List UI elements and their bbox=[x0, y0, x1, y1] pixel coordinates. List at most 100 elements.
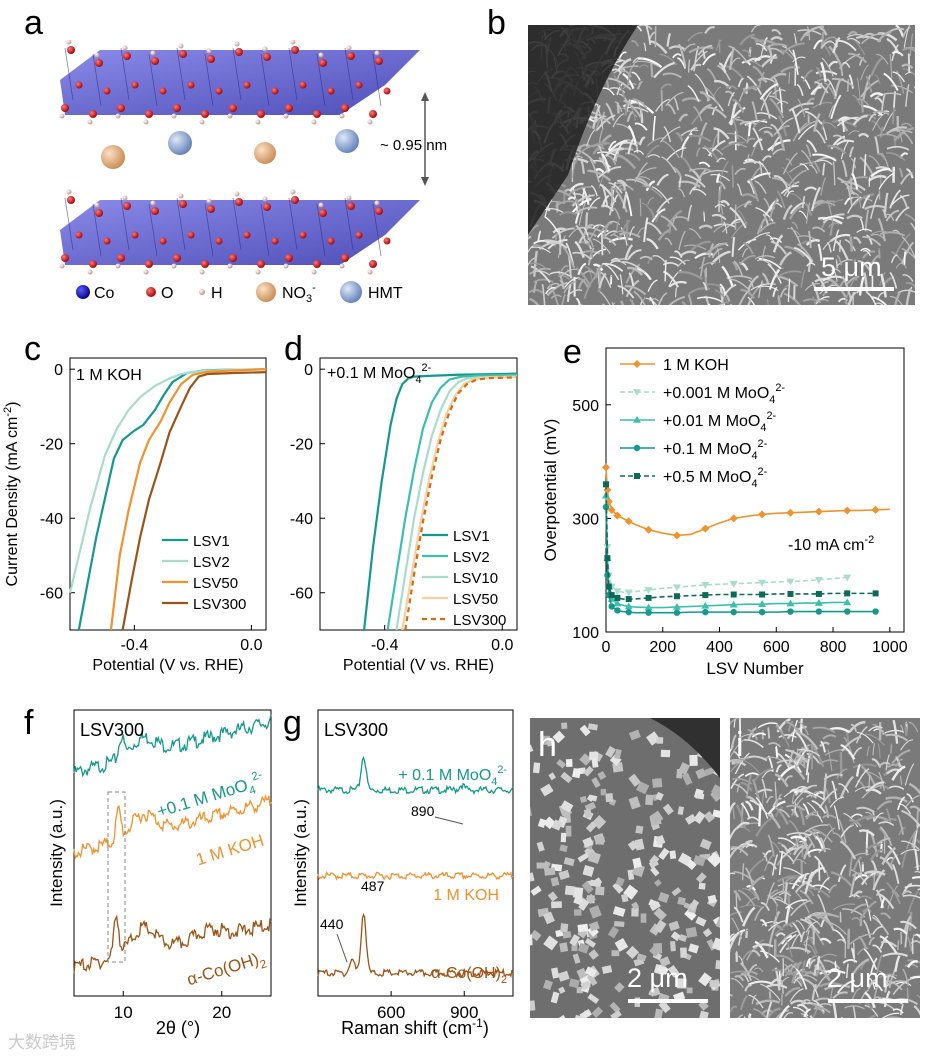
sem-particle bbox=[530, 885, 542, 896]
sem-flake bbox=[634, 60, 660, 67]
sem-flake bbox=[872, 944, 883, 953]
sem-flake bbox=[811, 799, 827, 814]
sem-flake bbox=[528, 289, 544, 294]
sem-flake bbox=[795, 920, 805, 931]
sem-flake bbox=[900, 849, 919, 855]
sem-flake bbox=[852, 114, 868, 126]
sem-flake bbox=[704, 26, 716, 34]
sem-flake bbox=[613, 207, 621, 220]
sem-flake bbox=[804, 824, 829, 833]
sem-flake bbox=[917, 888, 920, 891]
sem-flake bbox=[631, 71, 641, 81]
sem-flake bbox=[792, 1006, 809, 1017]
sem-flake bbox=[546, 281, 568, 297]
sem-flake bbox=[789, 899, 812, 917]
sem-flake bbox=[755, 817, 772, 837]
sem-flake bbox=[659, 53, 678, 66]
sem-flake bbox=[730, 57, 741, 66]
sem-particle bbox=[572, 886, 584, 899]
oxygen-atom-icon bbox=[146, 287, 156, 297]
sem-flake bbox=[857, 132, 870, 138]
sem-flake bbox=[800, 269, 806, 288]
marker bbox=[624, 602, 633, 610]
sem-flake bbox=[783, 292, 801, 305]
sem-flake bbox=[895, 756, 902, 768]
sem-particle bbox=[530, 929, 542, 942]
sem-flake bbox=[615, 189, 628, 213]
sem-flake bbox=[745, 137, 756, 144]
sem-particle bbox=[652, 778, 663, 788]
sem-flake bbox=[731, 165, 734, 188]
oxygen-atom bbox=[355, 231, 363, 239]
sem-flake bbox=[809, 164, 818, 174]
sem-particle bbox=[631, 901, 640, 910]
marker bbox=[730, 608, 737, 616]
sem-flake bbox=[836, 139, 855, 146]
sem-flake bbox=[800, 918, 821, 934]
sem-flake bbox=[627, 138, 635, 155]
sem-flake bbox=[913, 933, 920, 937]
sem-particle bbox=[607, 926, 620, 939]
sem-flake bbox=[660, 215, 678, 231]
sem-flake bbox=[911, 876, 920, 880]
sem-flake bbox=[881, 1012, 900, 1018]
hydrogen-atom-icon bbox=[199, 289, 205, 295]
y-tick-label: -60 bbox=[40, 586, 63, 603]
sem-flake bbox=[567, 186, 592, 196]
oxygen-atom bbox=[257, 260, 265, 268]
oxygen-atom bbox=[235, 48, 243, 56]
sem-flake bbox=[829, 278, 847, 298]
y-axis-label: Current Density (mA cm-2) bbox=[2, 402, 21, 587]
sem-flake bbox=[697, 121, 708, 145]
sem-flake bbox=[879, 126, 884, 138]
sem-flake bbox=[833, 903, 856, 911]
hydrogen-atom bbox=[367, 269, 373, 275]
sem-flake bbox=[812, 296, 817, 305]
panel-label-h: h bbox=[538, 726, 557, 764]
sem-flake bbox=[660, 83, 672, 90]
sem-flake bbox=[789, 962, 797, 974]
sem-flake bbox=[840, 1016, 843, 1018]
sem-flake bbox=[895, 233, 911, 255]
sem-flake bbox=[790, 835, 807, 842]
sem-flake bbox=[590, 185, 598, 197]
sem-flake bbox=[774, 773, 789, 788]
sem-flake bbox=[742, 906, 756, 927]
x-tick-label: 20 bbox=[212, 1003, 231, 1022]
marker bbox=[608, 592, 615, 599]
sem-flake bbox=[855, 763, 862, 777]
sem-flake bbox=[768, 197, 779, 222]
sem-flake bbox=[811, 828, 833, 843]
sem-flake bbox=[757, 77, 768, 84]
sem-flake bbox=[877, 31, 892, 43]
sem-flake bbox=[860, 247, 871, 253]
oxygen-atom bbox=[271, 237, 279, 245]
sem-flake bbox=[625, 152, 641, 162]
hydrogen-atom bbox=[178, 193, 184, 199]
sem-flake bbox=[839, 775, 855, 799]
plot-frame bbox=[317, 709, 514, 997]
sem-particle bbox=[671, 887, 682, 897]
sem-flake bbox=[904, 884, 920, 889]
sem-flake bbox=[889, 53, 893, 79]
sem-flake bbox=[680, 250, 697, 257]
sem-flake bbox=[845, 963, 849, 979]
sem-flake bbox=[730, 760, 737, 764]
marker bbox=[758, 579, 767, 587]
sem-flake bbox=[744, 867, 754, 885]
sem-particle bbox=[656, 964, 669, 975]
sem-flake bbox=[783, 867, 807, 880]
sem-particle bbox=[660, 749, 671, 758]
sem-flake bbox=[870, 230, 889, 236]
sem-flake bbox=[568, 226, 584, 238]
sem-flake bbox=[767, 813, 781, 829]
sem-particle bbox=[569, 934, 580, 947]
oxygen-atom bbox=[291, 46, 299, 54]
sem-particle bbox=[542, 979, 553, 991]
sem-flake bbox=[818, 788, 838, 809]
peak-label-487: 487 bbox=[361, 878, 385, 894]
oxygen-atom bbox=[355, 81, 363, 89]
sem-flake bbox=[698, 224, 713, 230]
sem-particle bbox=[559, 942, 569, 953]
sem-flake bbox=[820, 40, 833, 50]
